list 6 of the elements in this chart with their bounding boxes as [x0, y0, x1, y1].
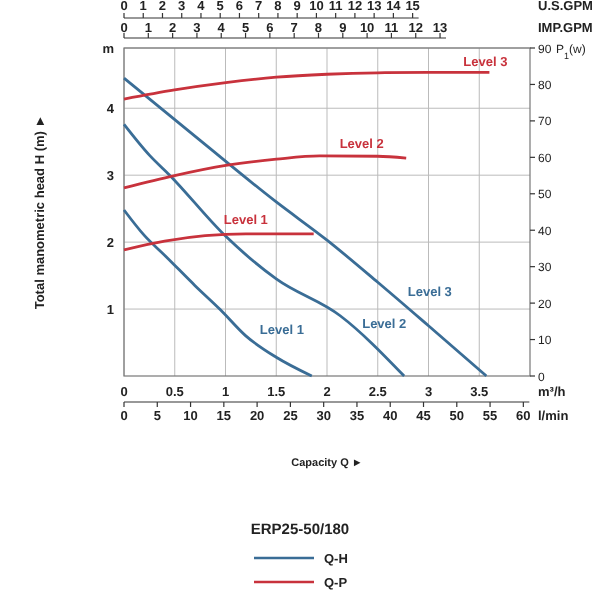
line-series — [122, 154, 408, 190]
line-series — [122, 122, 406, 378]
line-series — [122, 76, 488, 378]
line-series — [122, 71, 491, 101]
line-series — [122, 208, 314, 378]
line-series — [122, 232, 316, 252]
